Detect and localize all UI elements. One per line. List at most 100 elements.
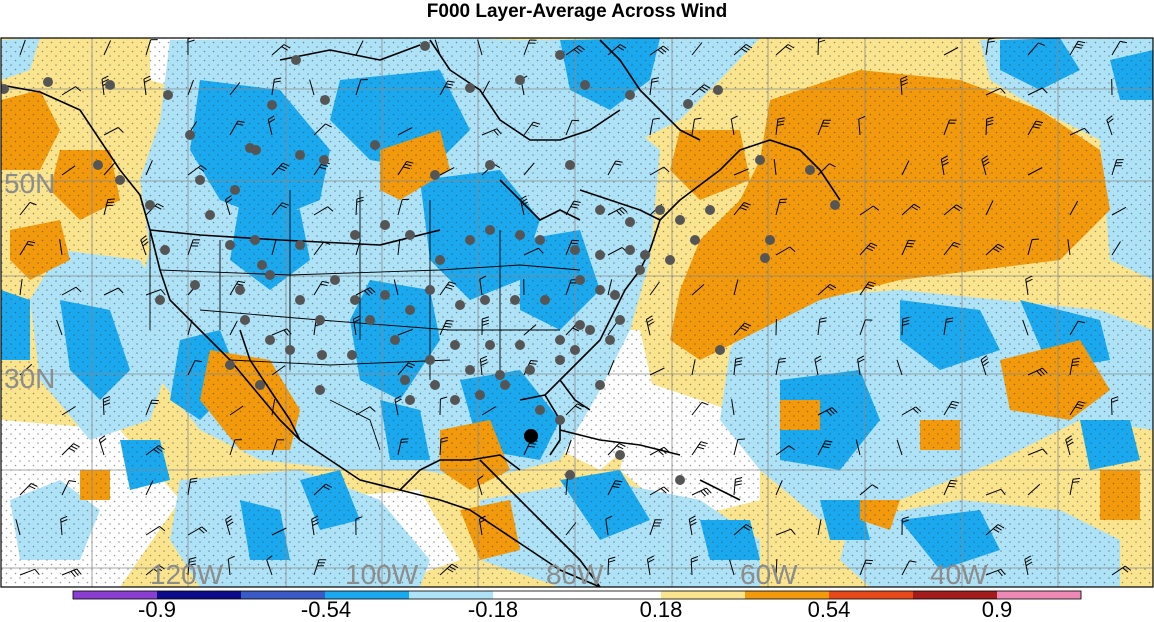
wind-barb-flag xyxy=(200,165,207,170)
wind-barb xyxy=(775,445,790,456)
station-dot xyxy=(1,84,9,94)
wind-barb-flag xyxy=(190,477,198,480)
wind-barbs xyxy=(15,38,1132,578)
wind-barb-flag xyxy=(909,560,917,563)
station-dot xyxy=(319,155,329,165)
wind-barb-flag xyxy=(788,445,795,451)
wind-barb-flag xyxy=(818,39,826,43)
wind-barb xyxy=(477,39,483,56)
wind-barb-flag xyxy=(99,435,106,441)
station-dot xyxy=(420,41,430,51)
wind-barb-flag xyxy=(734,480,743,483)
wind-barb-flag xyxy=(1025,278,1033,283)
wind-barb-flag xyxy=(956,204,963,210)
wind-barb xyxy=(434,39,441,56)
wind-barb-flag xyxy=(75,86,82,92)
wind-barb-flag xyxy=(198,166,205,172)
wind-barb-flag xyxy=(981,358,988,364)
wind-barb-flag xyxy=(325,123,332,128)
wind-barb xyxy=(649,519,656,536)
wind-barb-flag xyxy=(825,440,833,443)
wind-barb xyxy=(103,162,115,176)
wind-barb xyxy=(56,319,63,336)
wind-barb-flag xyxy=(401,438,409,440)
wind-barb-flag xyxy=(818,38,824,40)
wind-barb-flag xyxy=(267,115,275,120)
wind-barb xyxy=(271,527,287,536)
wind-barb xyxy=(607,321,618,336)
wind-barb-flag xyxy=(280,204,287,209)
wind-barb-flag xyxy=(829,408,835,415)
wind-barb-flag xyxy=(745,524,753,529)
wind-barb-flag xyxy=(533,121,541,125)
wind-barb-flag xyxy=(617,46,624,51)
wind-barb-flag xyxy=(226,198,233,204)
wind-barb xyxy=(733,279,739,296)
wind-barb xyxy=(943,119,950,136)
wind-barb xyxy=(19,202,31,216)
wind-barb-flag xyxy=(353,318,361,323)
wind-barb-flag xyxy=(187,38,193,40)
station-dot xyxy=(350,230,360,240)
wind-barb-flag xyxy=(327,206,334,212)
wind-barb-flag xyxy=(60,515,68,520)
station-dot xyxy=(610,290,620,300)
wind-barb-flag xyxy=(1000,568,1006,576)
station-dot xyxy=(295,295,305,305)
colorbar-swatch xyxy=(409,591,494,599)
wind-barb-flag xyxy=(322,280,330,284)
wind-barb xyxy=(691,119,695,136)
wind-barb xyxy=(439,320,448,336)
station-dot xyxy=(485,340,495,350)
wind-barb xyxy=(1111,241,1121,256)
station-dot xyxy=(540,295,550,305)
station-dot xyxy=(480,295,490,305)
wind-barb-flag xyxy=(1072,477,1081,480)
wind-barb xyxy=(565,120,573,136)
wind-barb-flag xyxy=(281,46,288,51)
wind-barb-flag xyxy=(663,166,670,173)
station-dot xyxy=(655,205,665,215)
wind-barb-flag xyxy=(60,519,68,523)
wind-barb-flag xyxy=(734,483,742,486)
station-dot xyxy=(405,230,415,240)
wind-barb xyxy=(565,479,568,496)
wind-barb-flag xyxy=(160,289,166,296)
wind-barb xyxy=(985,118,988,136)
wind-barb xyxy=(733,439,739,456)
wind-barb-flag xyxy=(777,123,785,126)
map-frame xyxy=(0,37,1154,588)
wind-barb xyxy=(775,528,792,536)
wind-barb xyxy=(649,486,665,496)
wind-barb-flag xyxy=(946,317,954,320)
wind-barb xyxy=(271,202,283,216)
wind-barb xyxy=(479,279,483,296)
wind-barb xyxy=(565,45,580,56)
wind-barb-flag xyxy=(266,555,273,561)
colorbar-swatch xyxy=(157,591,242,599)
station-dot xyxy=(255,380,265,390)
wind-barb-flag xyxy=(268,118,276,124)
lon-label: 100W xyxy=(345,559,419,590)
wind-barb xyxy=(313,123,326,136)
wind-barb xyxy=(688,519,693,536)
wind-barb-flag xyxy=(742,324,750,329)
station-dot xyxy=(315,385,325,395)
wind-barb xyxy=(649,367,665,376)
wind-barb-flag xyxy=(1038,42,1046,47)
wind-barb-flag xyxy=(902,319,910,323)
wind-barb-flag xyxy=(997,570,1003,577)
wind-barb xyxy=(102,398,105,416)
wind-barb-flag xyxy=(101,75,109,80)
wind-barb-flag xyxy=(76,568,82,575)
wind-barb xyxy=(646,559,651,576)
wind-barb-flag xyxy=(706,487,712,494)
wind-barb xyxy=(187,79,194,96)
station-dot xyxy=(485,160,495,170)
wind-barb-flag xyxy=(619,44,627,49)
wind-barb-flag xyxy=(153,568,160,574)
station-dot xyxy=(317,350,327,360)
station-dot xyxy=(195,175,205,185)
wind-barb-flag xyxy=(480,355,488,360)
